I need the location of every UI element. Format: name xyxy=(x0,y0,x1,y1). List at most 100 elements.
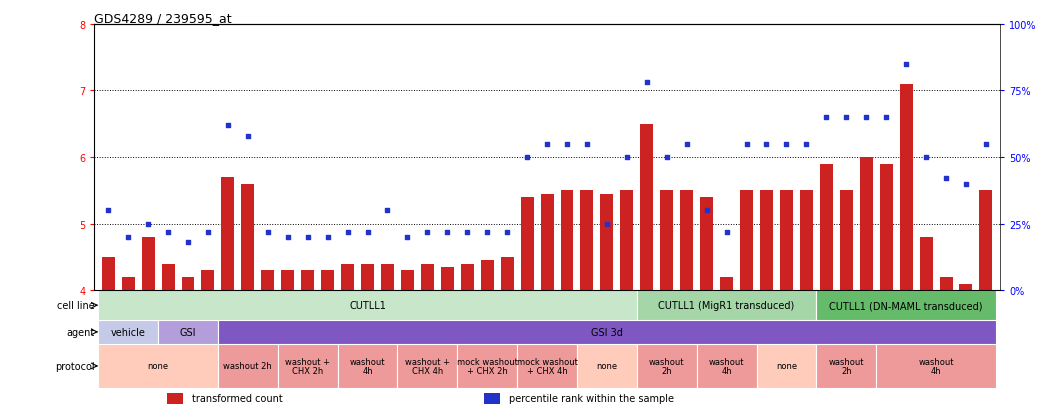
Bar xyxy=(102,257,115,291)
Point xyxy=(958,181,975,188)
Point xyxy=(938,176,955,182)
Text: washout
2h: washout 2h xyxy=(828,357,864,375)
Bar xyxy=(337,344,398,388)
Text: agent: agent xyxy=(66,327,94,337)
Point xyxy=(897,62,914,68)
Bar xyxy=(820,164,832,291)
Text: washout +
CHX 4h: washout + CHX 4h xyxy=(405,357,450,375)
Point xyxy=(659,154,675,161)
Point xyxy=(119,234,136,241)
Bar xyxy=(979,191,993,291)
Bar xyxy=(681,191,693,291)
Bar xyxy=(500,257,514,291)
Point xyxy=(639,80,655,87)
Bar xyxy=(860,158,873,291)
Bar xyxy=(637,291,817,320)
Bar xyxy=(817,344,876,388)
Bar xyxy=(740,191,753,291)
Point xyxy=(738,141,755,148)
Bar xyxy=(341,264,354,291)
Point xyxy=(579,141,596,148)
Text: none: none xyxy=(776,361,797,370)
Text: CUTLL1: CUTLL1 xyxy=(349,301,386,311)
Point xyxy=(518,154,535,161)
Bar xyxy=(98,291,637,320)
Text: washout +
CHX 2h: washout + CHX 2h xyxy=(285,357,330,375)
Point xyxy=(99,208,116,214)
Bar xyxy=(481,261,494,291)
Point xyxy=(758,141,775,148)
Point xyxy=(399,234,416,241)
Bar xyxy=(517,344,577,388)
Bar xyxy=(441,268,453,291)
Bar xyxy=(277,344,337,388)
Point xyxy=(359,229,376,235)
Bar xyxy=(661,191,673,291)
Point xyxy=(159,229,176,235)
Bar xyxy=(577,344,637,388)
Point xyxy=(838,114,854,121)
Bar xyxy=(621,191,633,291)
Text: protocol: protocol xyxy=(55,361,94,371)
Bar xyxy=(218,344,277,388)
Text: none: none xyxy=(597,361,618,370)
Text: mock washout
+ CHX 4h: mock washout + CHX 4h xyxy=(516,357,578,375)
Text: vehicle: vehicle xyxy=(111,327,146,337)
Bar xyxy=(540,194,554,291)
Point xyxy=(200,229,217,235)
Point xyxy=(339,229,356,235)
Point xyxy=(877,114,894,121)
Point xyxy=(459,229,475,235)
Point xyxy=(778,141,795,148)
Point xyxy=(478,229,495,235)
Bar xyxy=(421,264,433,291)
Bar xyxy=(520,198,534,291)
Bar xyxy=(401,271,414,291)
Point xyxy=(439,229,455,235)
Point xyxy=(139,221,156,228)
Point xyxy=(180,240,197,246)
Point xyxy=(818,114,834,121)
Bar xyxy=(321,271,334,291)
Bar xyxy=(879,164,893,291)
Text: GSI: GSI xyxy=(180,327,196,337)
Bar xyxy=(800,191,812,291)
Bar xyxy=(600,194,614,291)
Text: none: none xyxy=(148,361,169,370)
Text: GDS4289 / 239595_at: GDS4289 / 239595_at xyxy=(94,12,231,25)
Text: washout
4h: washout 4h xyxy=(709,357,744,375)
Point xyxy=(698,208,715,214)
Bar xyxy=(840,191,852,291)
Point xyxy=(559,141,576,148)
Text: washout
4h: washout 4h xyxy=(918,357,954,375)
Bar xyxy=(817,291,996,320)
Text: cell line: cell line xyxy=(57,301,94,311)
Bar xyxy=(959,284,973,291)
Point xyxy=(220,123,237,129)
Bar xyxy=(242,184,254,291)
Bar xyxy=(221,178,235,291)
Bar xyxy=(302,271,314,291)
Bar xyxy=(141,237,155,291)
Point xyxy=(240,133,257,140)
Point xyxy=(538,141,555,148)
Text: GSI 3d: GSI 3d xyxy=(591,327,623,337)
Text: transformed count: transformed count xyxy=(192,394,283,404)
Point xyxy=(260,229,276,235)
Bar xyxy=(98,320,158,344)
Bar xyxy=(181,278,195,291)
Bar xyxy=(876,344,996,388)
Bar xyxy=(939,278,953,291)
Bar xyxy=(720,278,733,291)
Bar xyxy=(461,264,473,291)
Bar xyxy=(780,191,793,291)
Bar xyxy=(899,85,913,291)
Bar xyxy=(757,344,817,388)
Text: mock washout
+ CHX 2h: mock washout + CHX 2h xyxy=(456,357,517,375)
Point xyxy=(599,221,616,228)
Point xyxy=(379,208,396,214)
Point xyxy=(498,229,515,235)
Bar xyxy=(398,344,458,388)
Point xyxy=(280,234,296,241)
Point xyxy=(419,229,436,235)
